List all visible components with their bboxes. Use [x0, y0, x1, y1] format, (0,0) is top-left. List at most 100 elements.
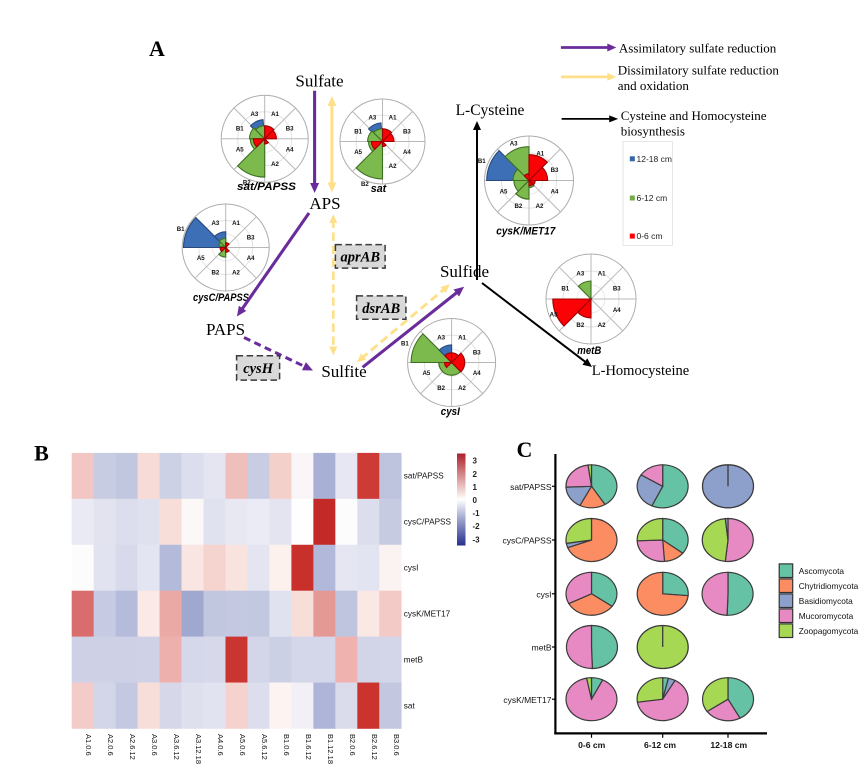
svg-text:A3.6.12: A3.6.12: [172, 734, 181, 760]
svg-text:A3.0.6: A3.0.6: [150, 734, 159, 756]
svg-text:metB: metB: [577, 345, 601, 357]
svg-text:cysI: cysI: [536, 589, 551, 599]
svg-text:B2: B2: [211, 270, 219, 277]
svg-text:Sulfite: Sulfite: [321, 362, 366, 381]
svg-text:cysK/MET17: cysK/MET17: [496, 226, 556, 238]
svg-text:A4: A4: [247, 255, 255, 262]
svg-text:B3.0.6: B3.0.6: [392, 734, 401, 756]
svg-text:A3: A3: [576, 270, 584, 277]
svg-text:A1: A1: [458, 334, 466, 341]
svg-text:APS: APS: [309, 194, 340, 213]
svg-text:dsrAB: dsrAB: [362, 301, 400, 317]
svg-text:Mucoromycota: Mucoromycota: [799, 611, 854, 621]
svg-text:metB: metB: [532, 643, 552, 653]
svg-text:B1: B1: [236, 126, 244, 133]
svg-text:A2: A2: [598, 322, 606, 329]
svg-text:A5: A5: [500, 188, 508, 195]
svg-text:A4: A4: [613, 307, 621, 314]
svg-text:sat: sat: [371, 183, 388, 195]
svg-text:12-18 cm: 12-18 cm: [637, 154, 672, 164]
svg-text:B1: B1: [478, 158, 486, 165]
svg-text:A2: A2: [389, 163, 397, 170]
svg-text:A3: A3: [211, 220, 219, 227]
svg-text:6-12 cm: 6-12 cm: [644, 740, 676, 750]
svg-text:B2: B2: [243, 179, 251, 186]
svg-text:Ascomycota: Ascomycota: [799, 566, 845, 576]
svg-text:B1.6.12: B1.6.12: [304, 734, 313, 760]
svg-text:cysC/PAPSS: cysC/PAPSS: [503, 536, 552, 546]
svg-text:3: 3: [473, 457, 478, 466]
svg-text:1: 1: [473, 483, 478, 492]
svg-text:0-6 cm: 0-6 cm: [578, 740, 606, 750]
svg-text:B3: B3: [247, 234, 255, 241]
svg-text:6-12 cm: 6-12 cm: [637, 193, 668, 203]
svg-text:sat/PAPSS: sat/PAPSS: [510, 482, 552, 492]
svg-text:A1: A1: [598, 270, 606, 277]
svg-text:0-6 cm: 0-6 cm: [637, 231, 663, 241]
svg-text:sat: sat: [404, 701, 416, 710]
svg-text:A1: A1: [536, 151, 544, 158]
svg-text:-3: -3: [473, 535, 481, 544]
svg-text:Chytridiomycota: Chytridiomycota: [799, 581, 859, 591]
svg-text:L-Cysteine: L-Cysteine: [456, 102, 525, 119]
svg-text:B1: B1: [354, 129, 362, 136]
svg-text:0: 0: [473, 496, 478, 505]
svg-text:cysC/PAPSS: cysC/PAPSS: [193, 292, 250, 304]
svg-text:sat/PAPSS: sat/PAPSS: [404, 472, 444, 481]
svg-text:-1: -1: [473, 509, 481, 518]
svg-text:B3: B3: [473, 349, 481, 356]
svg-text:A2: A2: [536, 203, 544, 210]
svg-text:A3: A3: [437, 334, 445, 341]
svg-text:Sulfate: Sulfate: [295, 72, 343, 91]
svg-text:A5: A5: [422, 370, 430, 377]
svg-text:-2: -2: [473, 522, 481, 531]
svg-text:cysC/PAPSS: cysC/PAPSS: [404, 518, 452, 527]
svg-text:metB: metB: [404, 655, 424, 664]
svg-text:A1: A1: [389, 114, 397, 121]
svg-text:Assimilatory sulfate reduction: Assimilatory sulfate reduction: [619, 41, 777, 56]
svg-text:B3: B3: [286, 126, 294, 133]
svg-text:A: A: [149, 36, 165, 61]
svg-text:Zoopagomycota: Zoopagomycota: [799, 626, 859, 636]
svg-text:A4: A4: [551, 188, 559, 195]
svg-text:B3: B3: [613, 286, 621, 293]
svg-text:A2: A2: [458, 385, 466, 392]
svg-text:A4: A4: [403, 149, 411, 156]
svg-text:A5.0.6: A5.0.6: [238, 734, 247, 756]
svg-text:A5: A5: [354, 149, 362, 156]
svg-text:12-18 cm: 12-18 cm: [710, 740, 747, 750]
svg-text:B2: B2: [576, 322, 584, 329]
svg-text:biosynthesis: biosynthesis: [621, 124, 685, 139]
svg-text:A4.0.6: A4.0.6: [216, 734, 225, 756]
svg-text:A1.0.6: A1.0.6: [84, 734, 93, 756]
svg-text:A2: A2: [232, 270, 240, 277]
svg-text:cysI: cysI: [404, 564, 419, 573]
svg-text:A5.6.12: A5.6.12: [260, 734, 269, 760]
svg-text:cysH: cysH: [243, 361, 274, 377]
svg-text:cysK/MET17: cysK/MET17: [404, 609, 451, 618]
svg-text:Dissimilatory sulfate reductio: Dissimilatory sulfate reduction: [618, 63, 780, 78]
svg-text:B3: B3: [403, 129, 411, 136]
svg-text:cysK/MET17: cysK/MET17: [503, 695, 551, 705]
svg-text:sat/PAPSS: sat/PAPSS: [237, 181, 297, 193]
svg-text:B1.12.18: B1.12.18: [326, 734, 335, 764]
svg-text:PAPS: PAPS: [206, 320, 245, 339]
svg-text:B1: B1: [177, 226, 185, 233]
svg-text:A3.12.18: A3.12.18: [194, 734, 203, 764]
svg-text:A3: A3: [510, 141, 518, 148]
svg-text:Cysteine and Homocysteine: Cysteine and Homocysteine: [621, 108, 767, 123]
svg-text:B2: B2: [361, 181, 369, 188]
svg-text:cysI: cysI: [441, 406, 461, 418]
svg-text:B2: B2: [515, 203, 523, 210]
svg-text:Basidiomycota: Basidiomycota: [799, 596, 853, 606]
svg-text:A1: A1: [232, 220, 240, 227]
svg-text:B1.0.6: B1.0.6: [282, 734, 291, 756]
svg-text:A5: A5: [197, 255, 205, 262]
svg-text:B1: B1: [401, 340, 409, 347]
svg-text:B2.6.12: B2.6.12: [370, 734, 379, 760]
svg-text:B3: B3: [551, 167, 559, 174]
svg-text:A2: A2: [271, 161, 279, 168]
svg-text:A2.6.12: A2.6.12: [128, 734, 137, 760]
svg-text:A5: A5: [236, 146, 244, 153]
svg-text:B1: B1: [561, 286, 569, 293]
